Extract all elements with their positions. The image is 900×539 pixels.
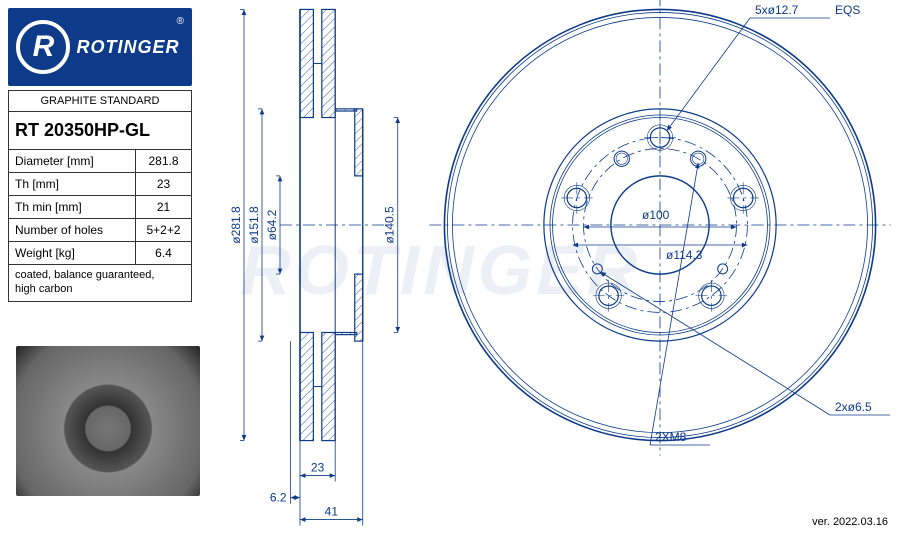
brand-logo: R ROTINGER ® — [8, 8, 192, 86]
svg-text:ø281.8: ø281.8 — [229, 206, 243, 244]
svg-text:ø100: ø100 — [642, 208, 670, 222]
spec-value: 281.8 — [136, 150, 192, 173]
svg-text:EQS: EQS — [835, 3, 860, 17]
notes: coated, balance guaranteed,high carbon — [9, 265, 192, 302]
spec-value: 23 — [136, 173, 192, 196]
product-photo — [16, 346, 200, 496]
svg-text:ø64.2: ø64.2 — [265, 209, 279, 240]
spec-table: GRAPHITE STANDARD RT 20350HP-GL Diameter… — [8, 90, 192, 302]
spec-label: Th [mm] — [9, 173, 136, 196]
svg-text:5xø12.7: 5xø12.7 — [755, 3, 799, 17]
svg-text:2XM8: 2XM8 — [655, 430, 687, 444]
spec-label: Th min [mm] — [9, 196, 136, 219]
svg-text:ø114.3: ø114.3 — [666, 248, 703, 262]
svg-text:ø140.5: ø140.5 — [383, 206, 397, 244]
svg-text:ø151.8: ø151.8 — [247, 206, 261, 244]
logo-emblem: R — [16, 20, 70, 74]
svg-text:41: 41 — [325, 505, 339, 519]
info-panel: R ROTINGER ® GRAPHITE STANDARD RT 20350H… — [8, 8, 192, 302]
svg-text:23: 23 — [311, 461, 325, 475]
spec-label: Diameter [mm] — [9, 150, 136, 173]
standard-label: GRAPHITE STANDARD — [9, 91, 192, 112]
version: ver. 2022.03.16 — [812, 516, 888, 528]
spec-label: Weight [kg] — [9, 242, 136, 265]
spec-value: 21 — [136, 196, 192, 219]
spec-value: 6.4 — [136, 242, 192, 265]
registered-mark: ® — [177, 16, 184, 27]
part-number: RT 20350HP-GL — [9, 112, 192, 150]
spec-value: 5+2+2 — [136, 219, 192, 242]
brand-name: ROTINGER — [76, 37, 179, 58]
technical-drawing: 5xø12.7 EQS 2xø6.5 2XM8 ø100 ø114.3 ø281.8 ø151… — [200, 0, 900, 534]
svg-text:2xø6.5: 2xø6.5 — [835, 400, 872, 414]
svg-text:6.2: 6.2 — [270, 491, 287, 505]
spec-label: Number of holes — [9, 219, 136, 242]
